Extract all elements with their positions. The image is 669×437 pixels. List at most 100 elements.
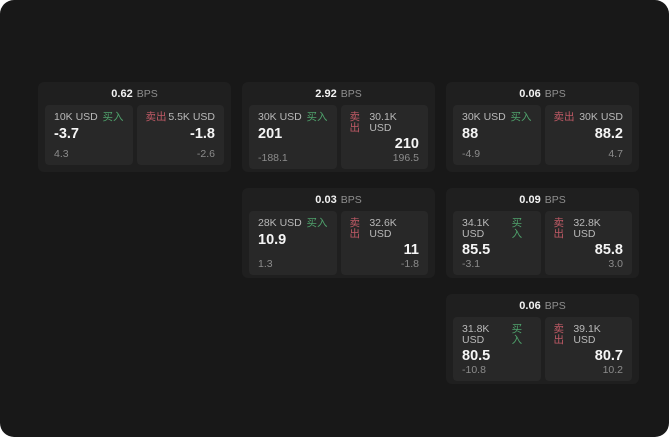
card-header: 0.09 BPS <box>446 188 639 209</box>
sell-sub-value: 10.2 <box>602 363 623 376</box>
quote-cards-grid: 0.62 BPS 10K USD 买入 -3.7 4.3 卖出 5.5K USD <box>38 82 639 384</box>
bps-unit-label: BPS <box>544 300 566 312</box>
buy-panel-top: 30K USD 买入 <box>462 112 532 123</box>
sell-tag: 卖出 <box>349 217 361 240</box>
bps-unit-label: BPS <box>544 88 566 100</box>
buy-price: 201 <box>258 125 283 142</box>
sell-panel[interactable]: 卖出 32.6K USD 11 -1.8 <box>340 211 428 276</box>
buy-sub-value: -10.8 <box>462 363 486 376</box>
buy-sub-value: 1.3 <box>258 257 273 270</box>
buy-price: -3.7 <box>54 125 79 142</box>
buy-panel-top: 10K USD 买入 <box>54 112 124 123</box>
sell-tag: 卖出 <box>553 323 565 346</box>
sell-sub-value: -1.8 <box>400 257 419 270</box>
sell-amount: 32.6K USD <box>369 217 397 240</box>
sell-amount: 32.8K USD <box>573 217 601 240</box>
card-header: 2.92 BPS <box>242 82 435 103</box>
sell-price: 80.7 <box>594 348 623 364</box>
buy-price: 80.5 <box>462 348 491 364</box>
buy-tag: 买入 <box>511 323 523 346</box>
buy-panel-top: 28K USD 买入 <box>258 218 328 229</box>
card-header: 0.06 BPS <box>446 82 639 103</box>
bps-value: 0.62 <box>111 88 133 100</box>
bps-unit-label: BPS <box>136 88 158 100</box>
quote-panels: 30K USD 买入 88 -4.9 卖出 30K USD 88.2 4.7 <box>446 103 639 172</box>
sell-amount: 30K USD <box>579 111 623 123</box>
sell-panel[interactable]: 卖出 32.8K USD 85.8 3.0 <box>544 211 632 276</box>
buy-panel-top: 34.1K USD 买入 <box>462 218 532 239</box>
sell-price: 11 <box>403 242 419 258</box>
sell-amount: 5.5K USD <box>168 111 215 123</box>
sell-panel-top: 卖出 39.1K USD <box>554 324 624 345</box>
quote-panels: 10K USD 买入 -3.7 4.3 卖出 5.5K USD -1.8 -2.… <box>38 103 231 172</box>
sell-price: -1.8 <box>190 125 215 142</box>
sell-sub-value: 4.7 <box>608 147 623 160</box>
buy-amount: 30K USD <box>462 111 506 123</box>
sell-tag: 卖出 <box>145 111 167 123</box>
buy-amount: 28K USD <box>258 217 302 229</box>
sell-panel[interactable]: 卖出 30.1K USD 210 196.5 <box>340 105 428 170</box>
buy-amount: 34.1K USD <box>462 217 490 240</box>
bps-unit-label: BPS <box>544 194 566 206</box>
bps-unit-label: BPS <box>340 88 362 100</box>
sell-tag: 卖出 <box>349 111 361 134</box>
quote-card-3: 0.06 BPS 30K USD 买入 88 -4.9 卖出 30K USD <box>446 82 639 172</box>
buy-panel[interactable]: 10K USD 买入 -3.7 4.3 <box>45 105 133 165</box>
bps-value: 2.92 <box>315 88 337 100</box>
buy-sub-value: 4.3 <box>54 147 69 160</box>
buy-tag: 买入 <box>510 111 532 123</box>
buy-sub-value: -188.1 <box>258 151 288 164</box>
buy-price: 88 <box>462 125 479 142</box>
quote-panels: 31.8K USD 买入 80.5 -10.8 卖出 39.1K USD 80.… <box>446 315 639 384</box>
buy-sub-value: -3.1 <box>462 257 481 270</box>
sell-price: 85.8 <box>594 242 623 258</box>
sell-tag: 卖出 <box>553 217 565 240</box>
bps-unit-label: BPS <box>340 194 362 206</box>
buy-tag: 买入 <box>306 111 328 123</box>
bps-value: 0.06 <box>519 88 541 100</box>
buy-price: 10.9 <box>258 231 287 248</box>
buy-panel[interactable]: 30K USD 买入 201 -188.1 <box>249 105 337 170</box>
sell-panel[interactable]: 卖出 39.1K USD 80.7 10.2 <box>544 317 632 382</box>
sell-amount: 30.1K USD <box>369 111 397 134</box>
sell-panel[interactable]: 卖出 30K USD 88.2 4.7 <box>544 105 632 165</box>
sell-price: 210 <box>394 136 419 152</box>
buy-sub-value: -4.9 <box>462 147 481 160</box>
sell-panel-top: 卖出 32.8K USD <box>554 218 624 239</box>
sell-sub-value: -2.6 <box>196 147 215 160</box>
buy-amount: 30K USD <box>258 111 302 123</box>
quote-card-6: 0.06 BPS 31.8K USD 买入 80.5 -10.8 卖出 39.1… <box>446 294 639 384</box>
card-header: 0.62 BPS <box>38 82 231 103</box>
sell-panel-top: 卖出 5.5K USD <box>146 112 216 123</box>
bps-value: 0.09 <box>519 194 541 206</box>
sell-panel-top: 卖出 30K USD <box>554 112 624 123</box>
buy-amount: 10K USD <box>54 111 98 123</box>
buy-tag: 买入 <box>511 217 523 240</box>
card-header: 0.03 BPS <box>242 188 435 209</box>
sell-sub-value: 3.0 <box>608 257 623 270</box>
bps-value: 0.03 <box>315 194 337 206</box>
quote-card-1: 0.62 BPS 10K USD 买入 -3.7 4.3 卖出 5.5K USD <box>38 82 231 172</box>
card-header: 0.06 BPS <box>446 294 639 315</box>
sell-price: 88.2 <box>594 125 623 142</box>
bps-value: 0.06 <box>519 300 541 312</box>
quote-card-5: 0.09 BPS 34.1K USD 买入 85.5 -3.1 卖出 32.8K… <box>446 188 639 278</box>
quote-card-4: 0.03 BPS 28K USD 买入 10.9 1.3 卖出 32.6K US… <box>242 188 435 278</box>
buy-panel-top: 30K USD 买入 <box>258 112 328 123</box>
buy-panel[interactable]: 34.1K USD 买入 85.5 -3.1 <box>453 211 541 276</box>
sell-panel[interactable]: 卖出 5.5K USD -1.8 -2.6 <box>136 105 224 165</box>
quote-panels: 34.1K USD 买入 85.5 -3.1 卖出 32.8K USD 85.8… <box>446 209 639 278</box>
buy-amount: 31.8K USD <box>462 323 490 346</box>
buy-tag: 买入 <box>306 217 328 229</box>
buy-panel[interactable]: 30K USD 买入 88 -4.9 <box>453 105 541 165</box>
quote-card-2: 2.92 BPS 30K USD 买入 201 -188.1 卖出 30.1K … <box>242 82 435 172</box>
quote-panels: 30K USD 买入 201 -188.1 卖出 30.1K USD 210 1… <box>242 103 435 172</box>
buy-price: 85.5 <box>462 242 491 258</box>
buy-panel[interactable]: 31.8K USD 买入 80.5 -10.8 <box>453 317 541 382</box>
buy-panel-top: 31.8K USD 买入 <box>462 324 532 345</box>
sell-panel-top: 卖出 30.1K USD <box>350 112 420 133</box>
sell-amount: 39.1K USD <box>573 323 601 346</box>
buy-panel[interactable]: 28K USD 买入 10.9 1.3 <box>249 211 337 276</box>
buy-tag: 买入 <box>102 111 124 123</box>
